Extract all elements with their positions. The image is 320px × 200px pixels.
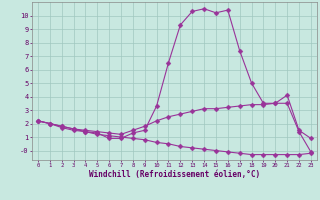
- X-axis label: Windchill (Refroidissement éolien,°C): Windchill (Refroidissement éolien,°C): [89, 170, 260, 179]
